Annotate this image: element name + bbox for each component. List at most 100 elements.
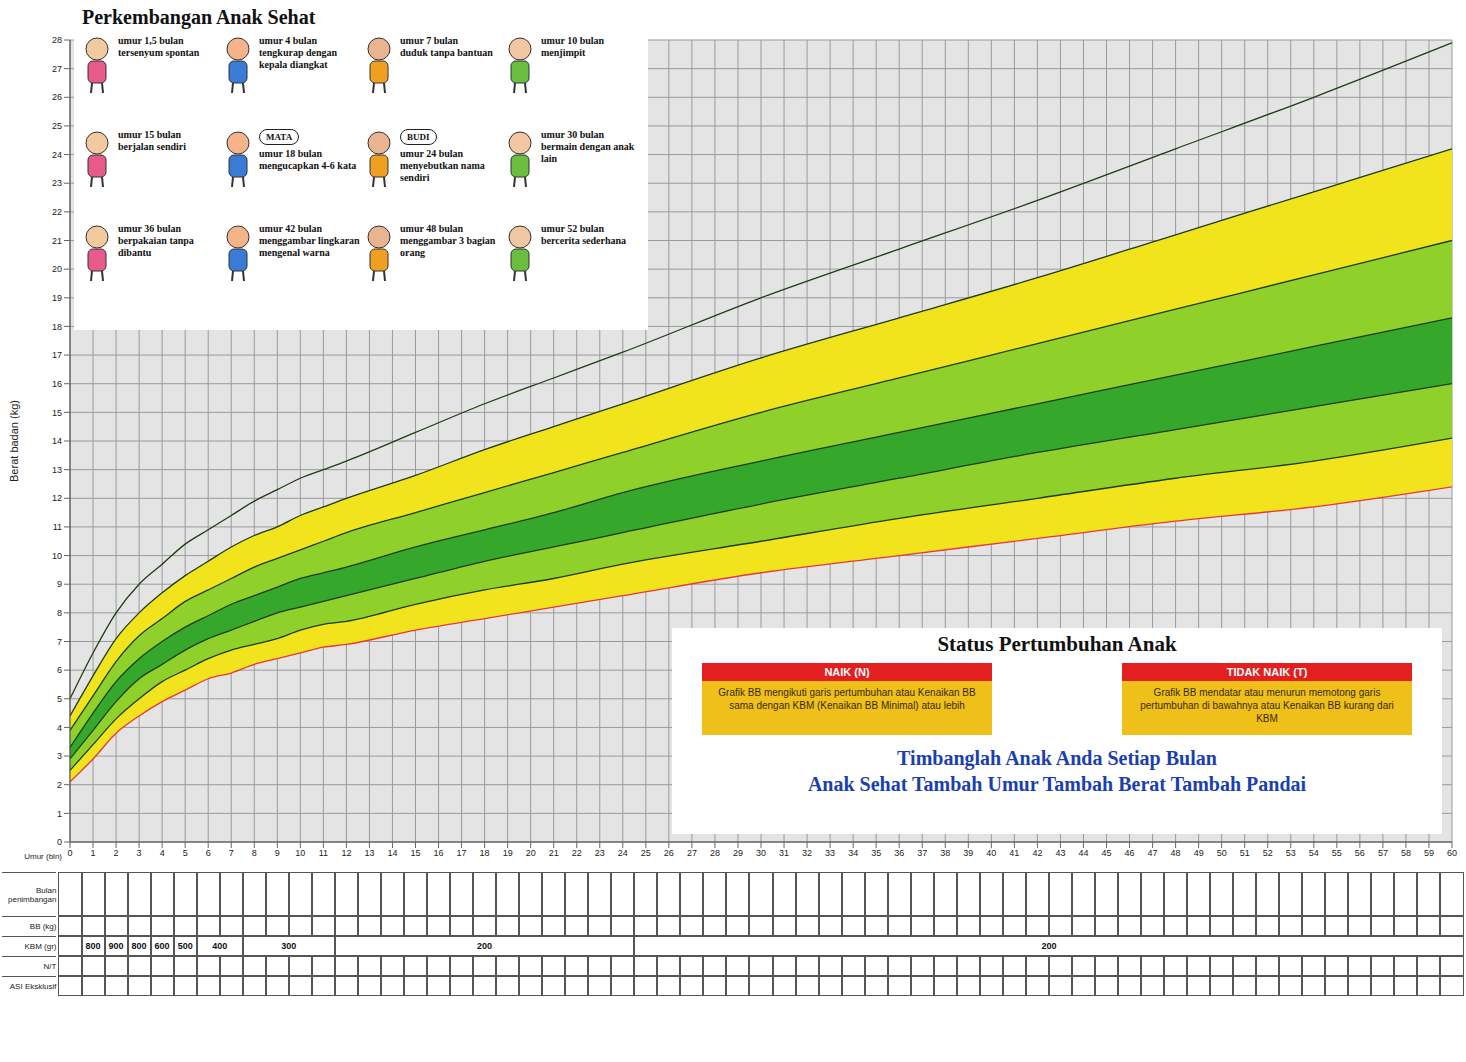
svg-text:1: 1	[91, 848, 96, 858]
svg-text:54: 54	[1309, 848, 1319, 858]
svg-text:0: 0	[67, 848, 72, 858]
svg-text:Umur (bln): Umur (bln)	[24, 852, 62, 861]
svg-text:40: 40	[986, 848, 996, 858]
svg-text:32: 32	[802, 848, 812, 858]
svg-text:25: 25	[641, 848, 651, 858]
svg-text:34: 34	[848, 848, 858, 858]
svg-text:9: 9	[275, 848, 280, 858]
svg-text:2: 2	[57, 780, 62, 790]
svg-text:18: 18	[52, 322, 62, 332]
html-text:bermain dengan anak lain: bermain dengan anak lain	[541, 141, 635, 164]
svg-text:12: 12	[52, 493, 62, 503]
svg-text:37: 37	[917, 848, 927, 858]
html-text:Grafik BB mendatar atau menuru: Grafik BB mendatar atau menurun memotong…	[1140, 687, 1394, 724]
svg-text:16: 16	[52, 379, 62, 389]
svg-text:20: 20	[526, 848, 536, 858]
svg-text:13: 13	[364, 848, 374, 858]
svg-text:18: 18	[480, 848, 490, 858]
svg-text:53: 53	[1286, 848, 1296, 858]
svg-text:28: 28	[52, 35, 62, 45]
svg-text:2: 2	[114, 848, 119, 858]
svg-text:22: 22	[52, 207, 62, 217]
svg-text:46: 46	[1125, 848, 1135, 858]
svg-text:44: 44	[1078, 848, 1088, 858]
svg-text:30: 30	[756, 848, 766, 858]
svg-text:11: 11	[53, 522, 62, 532]
svg-text:27: 27	[52, 64, 62, 74]
svg-text:50: 50	[1217, 848, 1227, 858]
svg-text:47: 47	[1148, 848, 1158, 858]
svg-text:31: 31	[779, 848, 789, 858]
svg-text:16: 16	[434, 848, 444, 858]
svg-text:12: 12	[341, 848, 351, 858]
svg-text:9: 9	[57, 579, 62, 589]
svg-text:14: 14	[52, 436, 62, 446]
svg-text:6: 6	[57, 665, 62, 675]
svg-text:7: 7	[57, 637, 62, 647]
svg-text:24: 24	[52, 150, 62, 160]
svg-text:20: 20	[52, 264, 62, 274]
svg-text:23: 23	[595, 848, 605, 858]
svg-text:45: 45	[1101, 848, 1111, 858]
svg-text:Berat badan (kg): Berat badan (kg)	[8, 400, 20, 482]
html-text:tengkurap dengan kepala diangk: tengkurap dengan kepala diangkat	[259, 47, 338, 70]
svg-text:7: 7	[229, 848, 234, 858]
svg-text:29: 29	[733, 848, 743, 858]
svg-text:48: 48	[1171, 848, 1181, 858]
svg-text:5: 5	[183, 848, 188, 858]
svg-text:19: 19	[503, 848, 513, 858]
svg-text:11: 11	[319, 848, 328, 858]
svg-text:58: 58	[1401, 848, 1411, 858]
html-text:Grafik BB mengikuti garis pert: Grafik BB mengikuti garis pertumbuhan at…	[718, 687, 976, 711]
svg-text:19: 19	[52, 293, 62, 303]
svg-text:21: 21	[549, 848, 559, 858]
svg-text:26: 26	[52, 92, 62, 102]
svg-text:41: 41	[1009, 848, 1019, 858]
svg-text:38: 38	[940, 848, 950, 858]
svg-text:22: 22	[572, 848, 582, 858]
svg-text:28: 28	[710, 848, 720, 858]
svg-text:56: 56	[1355, 848, 1365, 858]
svg-text:36: 36	[894, 848, 904, 858]
svg-text:43: 43	[1055, 848, 1065, 858]
svg-text:27: 27	[687, 848, 697, 858]
html-text:menyebutkan nama sendiri: menyebutkan nama sendiri	[400, 160, 485, 183]
svg-text:8: 8	[252, 848, 257, 858]
svg-text:21: 21	[52, 236, 62, 246]
svg-text:52: 52	[1263, 848, 1273, 858]
svg-text:59: 59	[1424, 848, 1434, 858]
svg-text:3: 3	[57, 751, 62, 761]
html-text:menggambar lingkaran mengenal: menggambar lingkaran mengenal warna	[259, 235, 360, 258]
svg-text:15: 15	[410, 848, 420, 858]
svg-text:8: 8	[57, 608, 62, 618]
html-text:Status Pertumbuhan Anak: Status Pertumbuhan Anak	[937, 632, 1177, 656]
svg-text:14: 14	[387, 848, 397, 858]
svg-text:49: 49	[1194, 848, 1204, 858]
svg-text:10: 10	[52, 551, 62, 561]
svg-text:10: 10	[295, 848, 305, 858]
svg-text:33: 33	[825, 848, 835, 858]
svg-text:5: 5	[57, 694, 62, 704]
svg-text:24: 24	[618, 848, 628, 858]
svg-text:25: 25	[52, 121, 62, 131]
svg-text:17: 17	[457, 848, 467, 858]
svg-text:0: 0	[57, 837, 62, 847]
svg-text:13: 13	[52, 465, 62, 475]
html-text:berpakaian tanpa dibantu: berpakaian tanpa dibantu	[118, 235, 194, 258]
svg-text:57: 57	[1378, 848, 1388, 858]
svg-text:51: 51	[1240, 848, 1250, 858]
svg-text:15: 15	[52, 408, 62, 418]
svg-text:17: 17	[52, 350, 62, 360]
svg-text:60: 60	[1447, 848, 1457, 858]
svg-text:26: 26	[664, 848, 674, 858]
svg-text:55: 55	[1332, 848, 1342, 858]
svg-text:23: 23	[52, 178, 62, 188]
svg-text:3: 3	[137, 848, 142, 858]
svg-text:6: 6	[206, 848, 211, 858]
svg-text:39: 39	[963, 848, 973, 858]
svg-text:42: 42	[1032, 848, 1042, 858]
svg-text:35: 35	[871, 848, 881, 858]
svg-text:4: 4	[160, 848, 165, 858]
svg-text:4: 4	[57, 723, 62, 733]
svg-text:1: 1	[57, 809, 62, 819]
